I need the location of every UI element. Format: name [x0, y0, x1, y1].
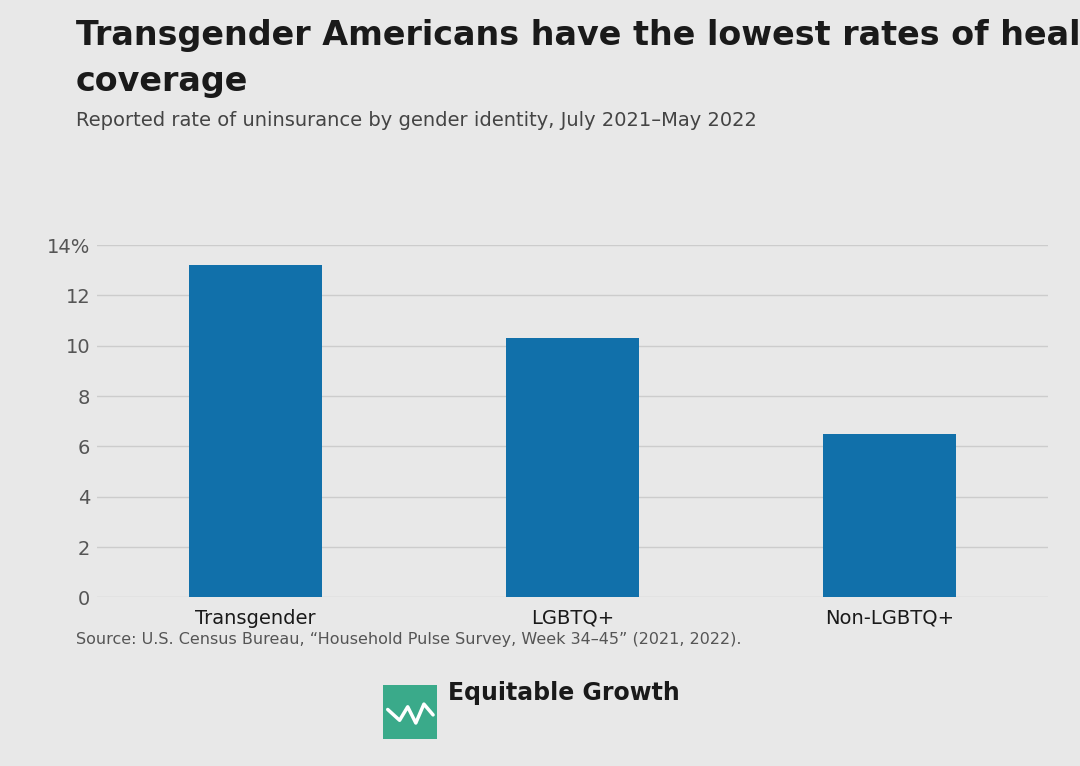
Bar — [189, 265, 322, 597]
Text: Equitable Growth: Equitable Growth — [448, 681, 680, 705]
Text: coverage: coverage — [76, 65, 248, 98]
Text: Reported rate of uninsurance by gender identity, July 2021–May 2022: Reported rate of uninsurance by gender i… — [76, 111, 756, 130]
Bar — [505, 339, 639, 597]
Text: Source: U.S. Census Bureau, “Household Pulse Survey, Week 34–45” (2021, 2022).: Source: U.S. Census Bureau, “Household P… — [76, 632, 741, 647]
Text: Transgender Americans have the lowest rates of health insurance: Transgender Americans have the lowest ra… — [76, 19, 1080, 52]
Bar — [823, 434, 956, 597]
